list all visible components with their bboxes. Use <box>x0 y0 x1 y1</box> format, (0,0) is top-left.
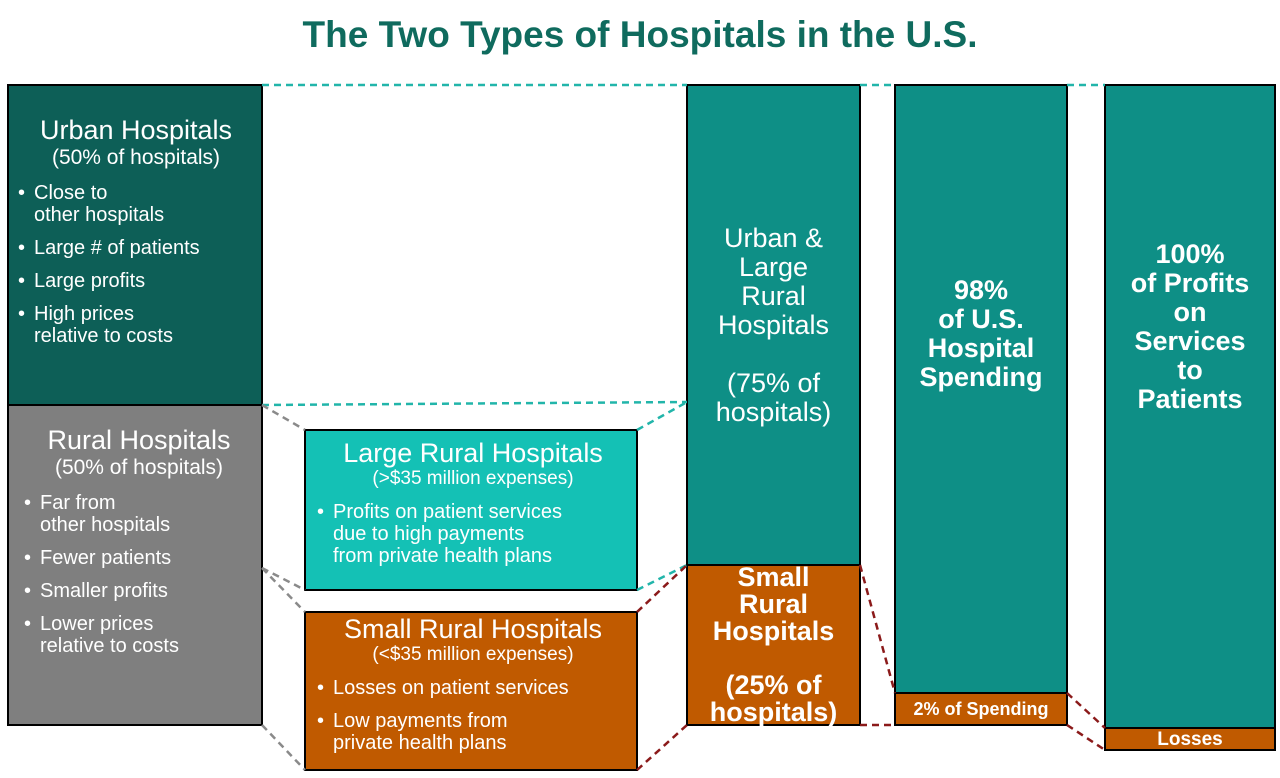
bullet: Losses on patient services <box>317 677 629 699</box>
rural-panel: Rural Hospitals (50% of hospitals) Far f… <box>8 405 262 725</box>
column-bottom <box>1104 727 1276 751</box>
bullet: Large profits <box>18 270 254 292</box>
column-label: 98% of U.S. Hospital Spending <box>919 275 1043 392</box>
bullet: Low payments from private health plans <box>317 710 629 754</box>
bullet: Lower prices relative to costs <box>24 613 254 657</box>
heading: Rural Hospitals <box>47 425 231 455</box>
bullet: Profits on patient services due to high … <box>317 501 629 567</box>
large-rural-panel: Large Rural Hospitals (>$35 million expe… <box>305 430 637 590</box>
bullet-list: Close to other hospitals Large # of patie… <box>18 182 254 347</box>
column-label: Urban & Large Rural Hospitals (75% of ho… <box>715 222 832 427</box>
subheading: (<$35 million expenses) <box>372 644 574 665</box>
title: The Two Types of Hospitals in the U.S. <box>302 14 978 55</box>
bullet-list: Profits on patient services due to high … <box>317 501 629 567</box>
bullet: Smaller profits <box>24 580 254 602</box>
bullet: High prices relative to costs <box>18 303 254 347</box>
column-bottom <box>686 564 861 726</box>
column-label: 2% of Spending <box>913 698 1049 719</box>
bullet: Far from other hospitals <box>24 492 254 536</box>
bullet: Close to other hospitals <box>18 182 254 226</box>
column-label: Losses <box>1157 728 1223 750</box>
heading: Small Rural Hospitals <box>343 614 603 644</box>
column-label: Small Rural Hospitals (25% of hospitals) <box>709 562 838 727</box>
bullet-list: Losses on patient services Low payments f… <box>317 677 629 754</box>
bullet: Fewer patients <box>24 547 254 569</box>
bullet: Large # of patients <box>18 237 254 259</box>
subheading: (>$35 million expenses) <box>372 468 574 489</box>
heading: Urban Hospitals <box>39 115 233 145</box>
column-top <box>686 84 861 566</box>
subheading: (50% of hospitals) <box>54 456 224 479</box>
column-bottom <box>894 692 1068 726</box>
heading: Large Rural Hospitals <box>343 438 603 468</box>
bullet-list: Far from other hospitals Fewer patients Sm… <box>24 492 254 657</box>
column-label: 100% of Profits on Services to Patients <box>1130 238 1250 414</box>
subheading: (50% of hospitals) <box>51 146 221 169</box>
connectors <box>261 83 1106 771</box>
small-rural-panel: Small Rural Hospitals (<$35 million expe… <box>305 612 637 770</box>
urban-panel: Urban Hospitals (50% of hospitals) Close… <box>8 85 262 405</box>
